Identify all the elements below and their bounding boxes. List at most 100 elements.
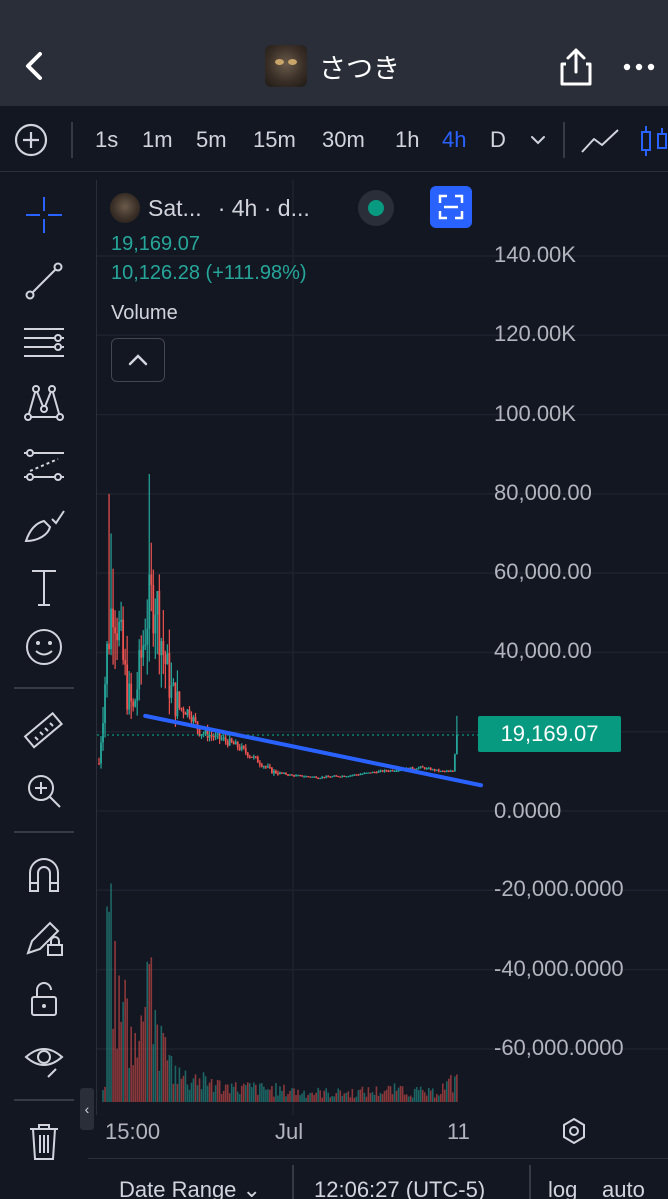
candle-body (389, 770, 392, 772)
volume-bar (257, 1094, 259, 1102)
volume-bar (385, 1089, 388, 1102)
volume-bar (164, 1037, 167, 1102)
volume-bar (148, 964, 151, 1102)
candle-body (447, 770, 450, 773)
legend-last-price: 19,169.07 (111, 233, 200, 255)
timeframe-d[interactable]: D (490, 127, 506, 152)
volume-bar (347, 1091, 350, 1102)
volume-bar (277, 1095, 279, 1102)
volume-indicator-label[interactable]: Volume (111, 302, 178, 324)
price-axis-label: 100.00K (494, 401, 576, 426)
clock-timezone[interactable]: 12:06:27 (UTC-5) (314, 1177, 486, 1199)
crosshair-tool[interactable] (22, 193, 66, 237)
market-status-indicator[interactable] (358, 190, 394, 226)
back-button[interactable] (18, 46, 58, 86)
candle-body (140, 650, 143, 658)
timeframe-1h[interactable]: 1h (395, 127, 420, 152)
chart-legend[interactable]: Sat... · 4h · d... (110, 188, 310, 228)
candle-body (204, 729, 207, 734)
volume-bar (106, 906, 108, 1102)
volume-bar (110, 883, 112, 1102)
trend-line-tool[interactable] (22, 259, 66, 303)
price-axis-label: 60,000.00 (494, 559, 592, 584)
candle-chart-type-button[interactable] (636, 124, 668, 158)
candle-body (230, 738, 233, 743)
candle-body (224, 737, 227, 742)
volume-bar (439, 1093, 442, 1102)
volume-bar (293, 1088, 295, 1102)
line-chart-type-button[interactable] (580, 126, 620, 156)
volume-bar (251, 1087, 253, 1102)
volume-bar (259, 1083, 261, 1102)
candle-body (413, 768, 416, 770)
legend-collapse-button[interactable] (111, 338, 165, 382)
toolbar-collapse-button[interactable]: ‹ (80, 1088, 94, 1130)
chart-settings-button[interactable] (560, 1116, 588, 1146)
volume-bar (337, 1088, 340, 1102)
volume-bar (283, 1084, 285, 1102)
timeframe-4h[interactable]: 4h (442, 127, 467, 152)
legend-symbol-name[interactable]: Sat... (148, 194, 202, 221)
lock-tool[interactable] (22, 977, 66, 1021)
date-range-button[interactable]: Date Range ⌄ (119, 1177, 261, 1199)
volume-bar (405, 1094, 408, 1102)
visibility-tool[interactable] (22, 1037, 66, 1081)
volume-bar (397, 1087, 400, 1102)
delete-drawings-tool[interactable] (22, 1119, 66, 1163)
candle-body (283, 772, 285, 775)
zoom-tool[interactable] (22, 769, 66, 813)
volume-bar (433, 1097, 436, 1102)
chart-pane[interactable] (96, 180, 668, 1115)
emoji-tool[interactable] (22, 625, 66, 669)
candle-body (168, 653, 171, 698)
volume-bar (395, 1090, 398, 1102)
timeframe-5m[interactable]: 5m (196, 127, 227, 152)
measure-tool[interactable] (22, 709, 66, 753)
candle-body (357, 774, 360, 776)
candle-body (166, 653, 169, 664)
time-axis-label: Jul (275, 1119, 304, 1144)
volume-bar (313, 1095, 315, 1102)
candle-body (453, 754, 456, 772)
share-button[interactable] (558, 46, 594, 88)
volume-bar (248, 1083, 251, 1102)
volume-bar (263, 1086, 265, 1102)
volume-bar (240, 1085, 243, 1102)
candle-body (242, 746, 245, 749)
lock-drawings-tool[interactable] (22, 915, 66, 959)
volume-bar (367, 1087, 370, 1102)
volume-bar (216, 1079, 219, 1102)
eye-icon (24, 1048, 64, 1078)
volume-bar (130, 1026, 132, 1102)
candle-body (170, 685, 173, 698)
log-scale-toggle[interactable]: log (548, 1177, 578, 1199)
volume-bar (208, 1082, 211, 1102)
current-price-tag: 19,169.07 (478, 716, 621, 752)
magnet-tool[interactable] (22, 853, 66, 897)
forecast-tool[interactable] (22, 443, 66, 487)
candle-body (106, 643, 108, 685)
timeframe-dropdown[interactable] (528, 130, 548, 150)
candle-body (411, 767, 414, 769)
candle-body (301, 775, 303, 777)
brush-tool[interactable] (22, 503, 66, 547)
timeframe-15m[interactable]: 15m (253, 127, 296, 152)
fullscreen-button[interactable] (430, 186, 472, 228)
more-options-button[interactable] (622, 52, 656, 82)
text-tool[interactable] (22, 565, 66, 609)
auto-scale-toggle[interactable]: auto (602, 1177, 645, 1199)
timeframe-1m[interactable]: 1m (142, 127, 173, 152)
candle-body (335, 775, 338, 777)
candle-body (164, 654, 167, 664)
candle-body (363, 772, 366, 775)
timeframe-30m[interactable]: 30m (322, 127, 365, 152)
fib-retracement-tool[interactable] (22, 321, 66, 365)
candle-body (369, 772, 372, 774)
add-symbol-button[interactable] (14, 123, 48, 157)
volume-bar (234, 1082, 237, 1102)
pattern-tool[interactable] (22, 381, 66, 425)
volume-bar (152, 1044, 155, 1102)
timeframe-1s[interactable]: 1s (95, 127, 119, 152)
text-icon (32, 570, 56, 606)
symbol-title[interactable]: さつき (265, 45, 400, 87)
